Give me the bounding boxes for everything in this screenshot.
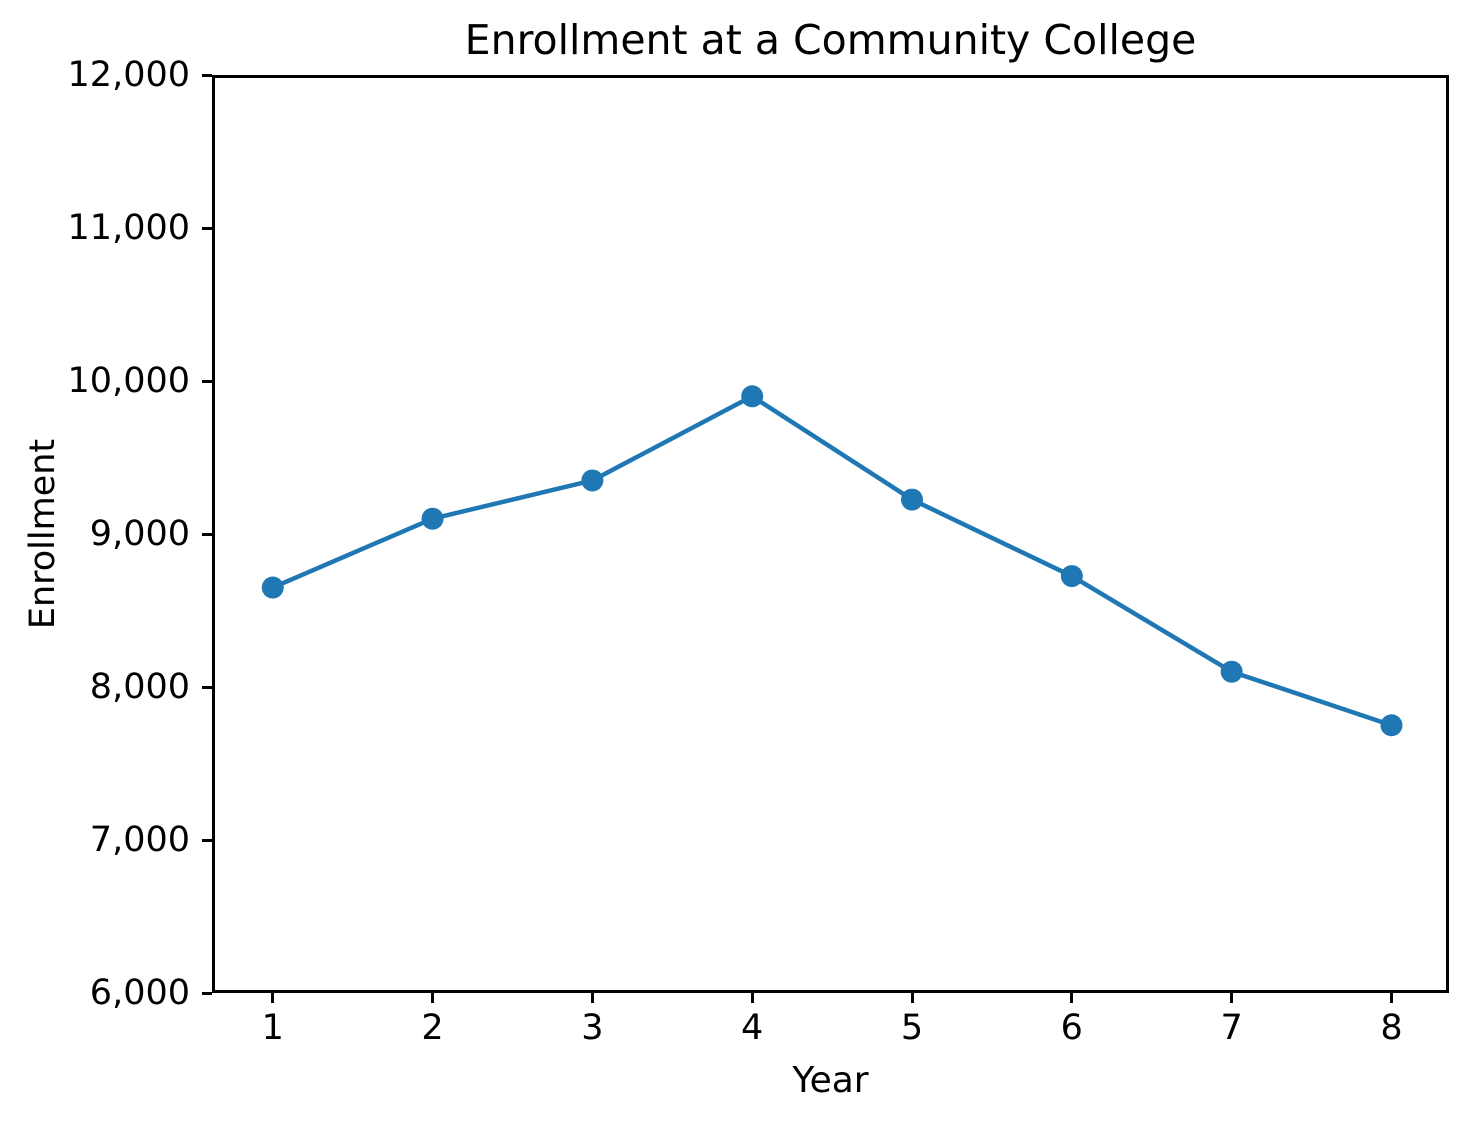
y-tick-label: 8,000 [89, 667, 190, 707]
y-tick-mark [202, 838, 212, 842]
x-tick-label: 6 [1060, 1008, 1083, 1048]
x-tick-label: 8 [1380, 1008, 1403, 1048]
y-tick-label: 12,000 [67, 55, 190, 95]
y-tick-label: 10,000 [67, 361, 190, 401]
y-tick-mark [202, 685, 212, 689]
x-axis-label: Year [792, 1060, 869, 1101]
data-point-marker [901, 488, 924, 511]
x-tick-label: 5 [900, 1008, 924, 1048]
x-tick-label: 3 [581, 1008, 604, 1048]
x-tick-mark [1389, 993, 1393, 1003]
x-tick-mark [910, 993, 914, 1003]
data-point-marker [741, 385, 764, 408]
x-tick-label: 7 [1220, 1008, 1243, 1048]
x-tick-mark [431, 993, 435, 1003]
series-line [271, 394, 1393, 728]
x-tick-label: 2 [421, 1008, 444, 1048]
data-point-marker [421, 507, 444, 530]
y-tick-mark [202, 379, 212, 383]
y-tick-label: 9,000 [89, 514, 190, 554]
y-tick-label: 11,000 [67, 208, 190, 248]
y-tick-mark [202, 226, 212, 230]
line-chart-canvas [212, 75, 1449, 993]
data-point-marker [581, 469, 604, 492]
x-tick-label: 1 [261, 1008, 284, 1048]
x-tick-label: 4 [741, 1008, 764, 1048]
data-point-marker [261, 576, 284, 599]
y-tick-mark [202, 532, 212, 536]
x-tick-mark [750, 993, 754, 1003]
chart-title: Enrollment at a Community College [464, 16, 1197, 64]
plot-spines [212, 75, 1449, 993]
y-tick-mark [202, 991, 212, 995]
x-tick-mark [1230, 993, 1234, 1003]
data-point-marker [1060, 565, 1083, 588]
y-tick-label: 7,000 [89, 820, 190, 860]
data-point-marker [1380, 714, 1403, 737]
y-tick-label: 6,000 [89, 973, 190, 1013]
data-point-marker [1220, 660, 1243, 683]
y-tick-mark [202, 73, 212, 77]
x-tick-mark [271, 993, 275, 1003]
x-tick-mark [590, 993, 594, 1003]
plot-area [212, 75, 1449, 993]
x-tick-mark [1070, 993, 1074, 1003]
